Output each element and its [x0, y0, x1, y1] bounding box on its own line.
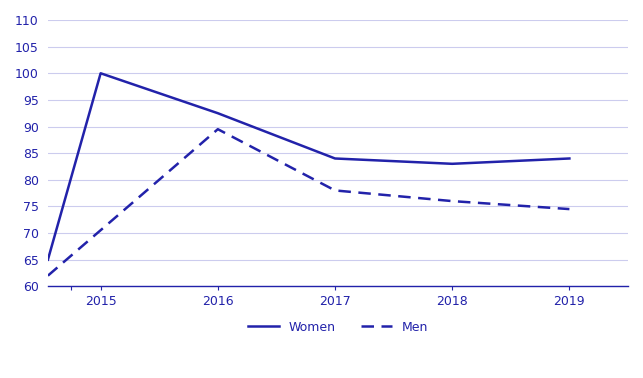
Legend: Women, Men: Women, Men	[242, 316, 433, 339]
